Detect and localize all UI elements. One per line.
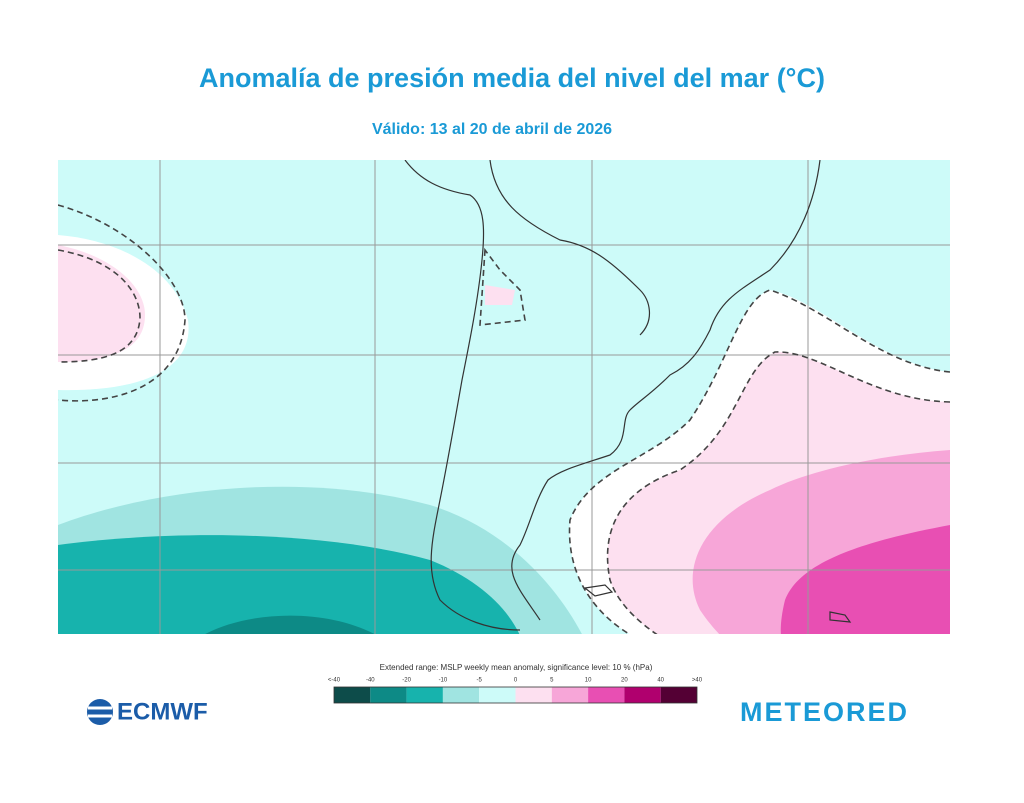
legend-label: -5 <box>477 678 483 684</box>
graticule <box>58 160 950 634</box>
subtitle: Válido: 13 al 20 de abril de 2026 <box>372 121 612 138</box>
contour-area <box>205 615 375 634</box>
legend-label: 40 <box>657 678 664 684</box>
legend-label: 0 <box>514 678 518 684</box>
legend-swatch <box>515 687 552 703</box>
legend-frame <box>333 686 698 704</box>
contour-lines <box>58 204 950 634</box>
legend-label: -20 <box>402 678 411 684</box>
legend-label: 5 <box>550 678 554 684</box>
contour-area <box>780 525 950 634</box>
legend-label: >40 <box>692 678 703 684</box>
logo-text: METEORED <box>740 697 909 727</box>
map <box>58 160 950 634</box>
coastline <box>404 160 852 631</box>
legend-swatch <box>370 687 407 703</box>
legend-swatch <box>406 687 443 703</box>
legend-label: 10 <box>585 678 592 684</box>
legend-label: 20 <box>621 678 628 684</box>
logo-icon <box>88 706 112 718</box>
logo-text: ECMWF <box>117 698 208 725</box>
logo-icon <box>87 699 113 725</box>
contour-area <box>485 285 515 305</box>
ecmwf-logo: ECMWF <box>87 698 208 725</box>
legend-swatch <box>660 687 697 703</box>
legend-swatch <box>551 687 589 703</box>
legend: Extended range: MSLP weekly mean anomaly… <box>328 663 703 704</box>
title: Anomalía de presión media del nivel del … <box>199 63 825 93</box>
legend-label: -40 <box>366 678 375 684</box>
legend-swatch <box>479 687 516 703</box>
contour-area <box>58 535 520 634</box>
legend-swatch <box>442 687 480 703</box>
legend-label: -10 <box>439 678 448 684</box>
legend-swatch <box>334 687 371 703</box>
legend-label: <-40 <box>328 678 341 684</box>
legend-caption: Extended range: MSLP weekly mean anomaly… <box>380 663 653 672</box>
legend-swatch <box>588 687 625 703</box>
contour-area <box>58 245 145 362</box>
legend-swatch <box>624 687 661 703</box>
